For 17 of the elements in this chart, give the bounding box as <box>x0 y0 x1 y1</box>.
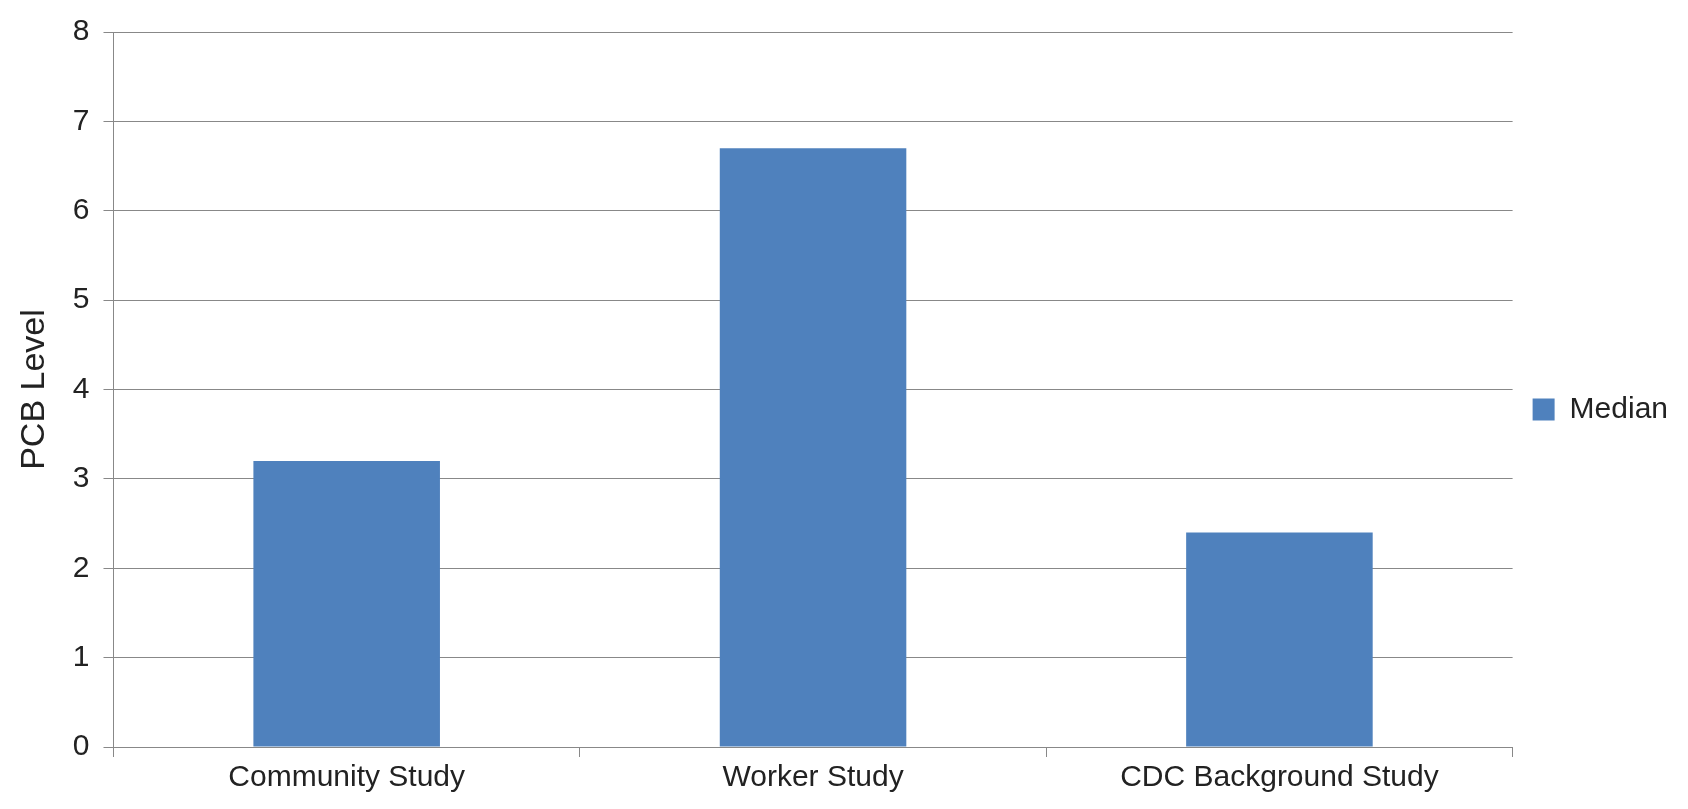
y-tick-label: 6 <box>72 192 90 226</box>
x-tick-label: Worker Study <box>722 759 904 793</box>
y-tick-label: 1 <box>72 638 90 672</box>
y-tick-label: 3 <box>72 460 90 494</box>
bar <box>719 148 907 747</box>
y-tick-label: 4 <box>72 370 90 404</box>
y-tick-label: 0 <box>72 728 90 762</box>
y-tick-label: 8 <box>72 13 90 47</box>
y-tick-label: 2 <box>72 549 90 583</box>
x-tick-label: CDC Background Study <box>1120 759 1439 793</box>
y-tick-label: 5 <box>72 281 90 315</box>
x-tick-label: Community Study <box>228 759 466 793</box>
legend-label: Median <box>1569 390 1669 424</box>
y-tick-label: 7 <box>72 102 90 136</box>
bar <box>1186 532 1373 747</box>
y-axis-title: PCB Level <box>12 309 51 470</box>
bar <box>253 461 440 747</box>
